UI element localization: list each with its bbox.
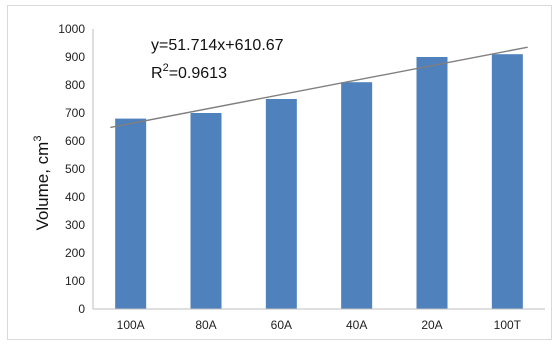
bar xyxy=(115,118,147,309)
y-tick-label: 300 xyxy=(65,218,85,232)
y-tick-label: 900 xyxy=(65,50,85,64)
x-tick-label: 100A xyxy=(117,318,145,332)
y-tick-label: 0 xyxy=(78,302,85,316)
y-tick-label: 600 xyxy=(65,134,85,148)
trendline-equation: y=51.714x+610.67 xyxy=(151,37,284,54)
y-tick-label: 1000 xyxy=(58,22,85,36)
bars xyxy=(115,54,523,310)
y-tick-label: 400 xyxy=(65,190,85,204)
y-tick-label: 700 xyxy=(65,106,85,120)
y-tick-label: 500 xyxy=(65,162,85,176)
x-tick-label: 100T xyxy=(494,318,522,332)
x-tick-label: 20A xyxy=(421,318,442,332)
x-tick-label: 80A xyxy=(195,318,216,332)
bar xyxy=(491,54,523,310)
y-tick-label: 800 xyxy=(65,78,85,92)
bar xyxy=(265,99,297,309)
y-axis-title: Volume, cm3 xyxy=(32,136,52,231)
chart-frame xyxy=(7,5,552,340)
x-tick-labels: 100A 80A 60A 40A 20A 100T xyxy=(117,318,522,332)
x-tick-label: 40A xyxy=(346,318,367,332)
x-tick-label: 60A xyxy=(271,318,292,332)
bar xyxy=(416,57,448,309)
bar xyxy=(190,113,222,309)
trendline-r-squared: R2=0.9613 xyxy=(151,62,227,82)
bar xyxy=(341,82,373,309)
y-tick-label: 200 xyxy=(65,246,85,260)
y-tick-labels: 0 100 200 300 400 500 600 700 800 900 1000 xyxy=(58,22,85,316)
trendline xyxy=(110,46,528,129)
y-tick-label: 100 xyxy=(65,274,85,288)
